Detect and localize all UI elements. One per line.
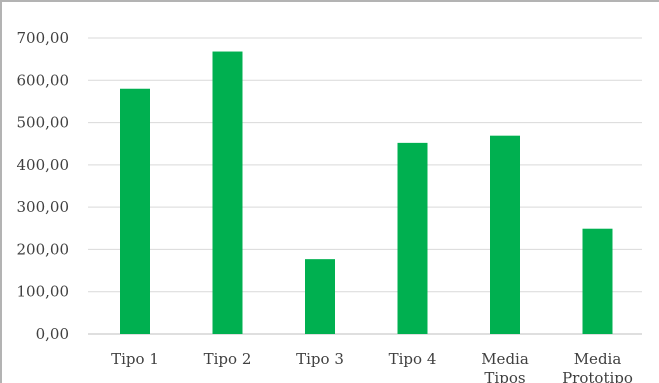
y-axis-ticks: 0,00 100,00 200,00 300,00 400,00 500,00 600,00…: [17, 29, 70, 343]
bars: [120, 51, 613, 334]
bar-4: [397, 142, 428, 334]
bar-3: [305, 259, 335, 334]
x-category-label: Media Tipos: [481, 350, 529, 383]
x-category-label: Media Prototipo: [562, 350, 633, 383]
y-tick-label: 0,00: [36, 325, 69, 343]
bar-6: [582, 228, 613, 334]
y-tick-label: 700,00: [17, 29, 70, 47]
bar-5: [490, 135, 520, 334]
y-tick-label: 300,00: [17, 198, 70, 216]
bar-1: [120, 88, 150, 334]
y-tick-label: 400,00: [17, 156, 70, 174]
x-category-label: Tipo 4: [389, 350, 437, 368]
x-axis-labels: Tipo 1 Tipo 2 Tipo 3 Tipo 4 Media Tipos Media P…: [111, 350, 633, 383]
y-tick-label: 100,00: [17, 283, 70, 301]
x-category-label: Tipo 3: [296, 350, 344, 368]
y-tick-label: 500,00: [17, 114, 70, 132]
y-tick-label: 200,00: [17, 240, 70, 258]
x-category-label: Tipo 1: [111, 350, 159, 368]
grid-lines: [88, 37, 642, 335]
x-category-label: Tipo 2: [204, 350, 252, 368]
y-tick-label: 600,00: [17, 71, 70, 89]
bar-2: [212, 51, 243, 334]
